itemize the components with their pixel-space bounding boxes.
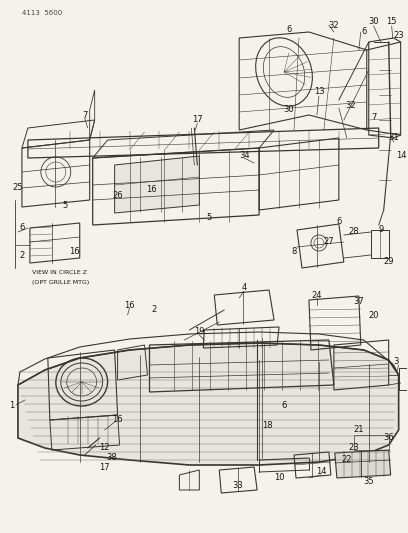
- Text: 7: 7: [371, 114, 377, 123]
- Text: 12: 12: [100, 443, 110, 453]
- Text: 24: 24: [312, 290, 322, 300]
- Text: 5: 5: [62, 200, 67, 209]
- Text: 10: 10: [274, 473, 284, 482]
- Text: 6: 6: [19, 223, 24, 232]
- Text: 36: 36: [383, 432, 394, 441]
- Text: 27: 27: [324, 238, 334, 246]
- Polygon shape: [18, 343, 399, 465]
- Text: 38: 38: [106, 454, 117, 463]
- Text: 28: 28: [348, 228, 359, 237]
- Text: 30: 30: [368, 18, 379, 27]
- Text: 14: 14: [316, 467, 326, 477]
- Text: 35: 35: [364, 478, 374, 487]
- Bar: [354, 435, 389, 450]
- Text: 29: 29: [384, 257, 394, 266]
- Text: 7: 7: [82, 110, 87, 119]
- Text: 6: 6: [361, 28, 366, 36]
- Text: 17: 17: [99, 464, 110, 472]
- Text: 23: 23: [393, 30, 404, 39]
- Text: VIEW IN CIRCLE Z: VIEW IN CIRCLE Z: [32, 270, 87, 275]
- Bar: [399, 368, 408, 390]
- Text: 18: 18: [262, 421, 273, 430]
- Polygon shape: [115, 156, 200, 213]
- Text: 8: 8: [291, 247, 297, 256]
- Text: 13: 13: [314, 87, 324, 96]
- Text: 16: 16: [112, 416, 123, 424]
- Text: 14: 14: [397, 150, 407, 159]
- Text: 31: 31: [388, 133, 399, 142]
- Text: 19: 19: [194, 327, 204, 336]
- Text: 21: 21: [354, 425, 364, 434]
- Text: 32: 32: [346, 101, 356, 109]
- Text: 6: 6: [282, 400, 287, 409]
- Text: 15: 15: [386, 18, 397, 27]
- Text: 34: 34: [239, 150, 249, 159]
- Text: 26: 26: [112, 190, 123, 199]
- Text: 4113  5600: 4113 5600: [22, 10, 62, 16]
- Text: 32: 32: [328, 20, 339, 29]
- Text: 1: 1: [9, 400, 15, 409]
- Text: 3: 3: [393, 358, 398, 367]
- Text: 23: 23: [348, 443, 359, 453]
- Text: (OPT GRILLE MTG): (OPT GRILLE MTG): [32, 280, 89, 285]
- Text: 16: 16: [69, 247, 80, 256]
- Text: 4: 4: [242, 284, 247, 293]
- Text: 16: 16: [124, 301, 135, 310]
- Text: 2: 2: [19, 251, 24, 260]
- Text: 16: 16: [146, 185, 157, 195]
- Text: 33: 33: [232, 481, 243, 489]
- Text: 17: 17: [192, 116, 203, 125]
- Text: 37: 37: [353, 297, 364, 306]
- Text: 6: 6: [336, 217, 341, 227]
- Text: 2: 2: [152, 305, 157, 314]
- Text: 20: 20: [368, 311, 379, 319]
- Text: 22: 22: [341, 456, 352, 464]
- Text: 9: 9: [378, 225, 384, 235]
- Polygon shape: [335, 450, 391, 478]
- Bar: [371, 230, 389, 258]
- Text: 30: 30: [284, 106, 294, 115]
- Text: 25: 25: [13, 183, 23, 192]
- Text: 6: 6: [286, 26, 292, 35]
- Text: 5: 5: [207, 214, 212, 222]
